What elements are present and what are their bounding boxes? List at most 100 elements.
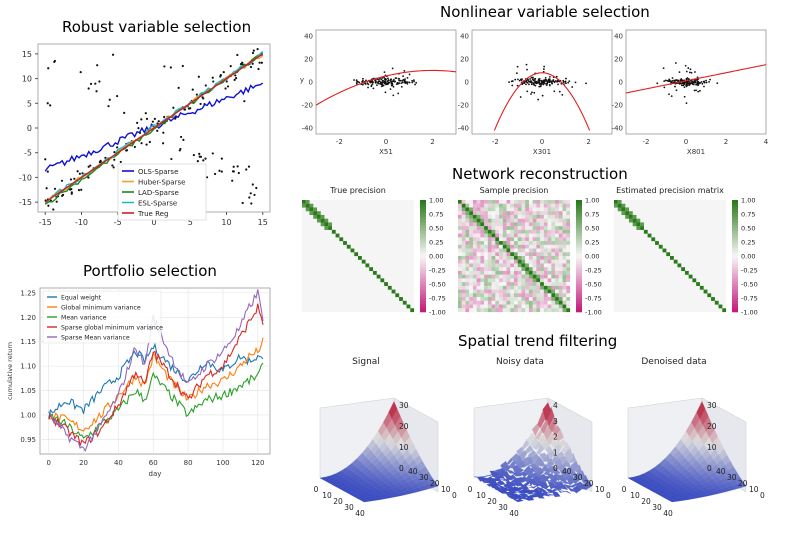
nonlinear-data-point xyxy=(544,80,546,83)
network-heatmap-cell xyxy=(458,285,462,290)
nonlinear-data-point xyxy=(708,80,710,83)
network-heatmap-cell xyxy=(566,211,571,216)
network-colorbar-segment xyxy=(732,264,738,268)
network-heatmap-cell xyxy=(514,252,518,257)
network-heatmap-cell xyxy=(532,278,537,283)
network-heatmap-cell xyxy=(502,304,507,309)
network-heatmap-cell xyxy=(499,256,503,260)
network-colorbar-segment xyxy=(732,272,738,276)
network-heatmap-cell xyxy=(547,203,552,208)
nonlinear-data-point xyxy=(662,67,665,70)
network-colorbar-segment xyxy=(420,261,426,265)
network-heatmap-cell xyxy=(540,289,544,294)
network-heatmap-cell xyxy=(480,229,485,234)
network-heatmap-cell xyxy=(510,203,515,208)
network-heatmap-cell xyxy=(625,214,630,219)
network-heatmap-cell xyxy=(487,293,492,298)
network-heatmap-cell xyxy=(461,233,466,238)
network-heatmap-cell xyxy=(502,244,507,249)
robust-data-point xyxy=(198,155,201,158)
network-colorbar-segment xyxy=(732,219,738,223)
network-heatmap-cell xyxy=(465,289,470,294)
network-heatmap-cell xyxy=(469,229,474,234)
network-heatmap-cell xyxy=(484,218,488,223)
nonlinear-data-point xyxy=(562,79,565,82)
network-heatmap-cell xyxy=(506,278,511,283)
network-heatmap-cell xyxy=(461,308,466,313)
nonlinear-data-point xyxy=(562,81,565,84)
network-heatmap-cell xyxy=(566,203,571,208)
nonlinear-data-point xyxy=(568,80,571,83)
network-heatmap-cell xyxy=(472,259,477,264)
network-heatmap-cell xyxy=(461,300,466,305)
robust-data-point xyxy=(95,90,98,93)
network-colorbar-segment xyxy=(576,303,582,307)
network-colorbar-tick-label: -1.00 xyxy=(585,309,602,317)
network-heatmap-cell xyxy=(555,218,559,223)
network-heatmap-cell xyxy=(528,293,533,298)
nonlinear-xlabel: X301 xyxy=(533,148,551,156)
spatial-ytick-label: 40 xyxy=(562,467,572,476)
network-heatmap-cell xyxy=(532,267,537,272)
robust-data-point xyxy=(144,112,147,115)
network-heatmap-cell xyxy=(517,297,522,301)
network-heatmap-cell xyxy=(491,300,496,305)
network-colorbar-tick-label: 0.50 xyxy=(585,225,599,233)
network-heatmap-cell xyxy=(566,244,571,249)
network-heatmap-cell xyxy=(465,285,470,290)
network-heatmap-cell xyxy=(566,267,571,272)
network-colorbar-segment xyxy=(576,295,582,299)
network-heatmap-cell xyxy=(458,241,462,245)
network-heatmap-cell xyxy=(491,285,496,290)
network-heatmap-cell xyxy=(566,297,571,301)
network-heatmap-cell xyxy=(551,270,556,275)
robust-data-point xyxy=(87,87,90,90)
network-heatmap-cell xyxy=(540,248,544,253)
network-heatmap-cell xyxy=(543,218,548,223)
network-heatmap-cell xyxy=(305,200,310,204)
network-heatmap-cell xyxy=(465,252,470,257)
network-heatmap-cell xyxy=(469,248,474,253)
network-heatmap-cell xyxy=(458,203,462,208)
network-heatmap-cell xyxy=(320,218,325,223)
spatial-ztick-label: 10 xyxy=(707,443,717,452)
robust-data-point xyxy=(137,127,140,130)
network-heatmap-cell xyxy=(487,304,492,309)
nonlinear-data-point xyxy=(689,68,692,71)
robust-data-point xyxy=(213,172,217,176)
robust-data-point xyxy=(179,135,183,139)
nonlinear-data-point xyxy=(542,68,545,70)
network-heatmap-cell xyxy=(514,297,518,301)
network-heatmap-cell xyxy=(566,259,571,264)
portfolio-xtick-label: 0 xyxy=(46,459,50,467)
network-heatmap-cell xyxy=(558,248,563,253)
network-colorbar-segment xyxy=(420,286,426,290)
network-heatmap-cell xyxy=(510,308,515,313)
network-heatmap-cell xyxy=(499,289,503,294)
network-heatmap-cell xyxy=(551,278,556,283)
spatial-xtick-label: 10 xyxy=(476,491,486,500)
spatial-title: Spatial trend filtering xyxy=(458,332,618,350)
network-heatmap-cell xyxy=(551,252,556,257)
nonlinear-fit-curve xyxy=(493,72,591,131)
network-heatmap-cell xyxy=(465,200,470,204)
network-heatmap-cell xyxy=(458,282,462,286)
network-heatmap-cell xyxy=(536,248,541,253)
network-colorbar-tick-label: 0.00 xyxy=(585,253,599,261)
network-heatmap-cell xyxy=(532,222,537,227)
network-heatmap-cell xyxy=(502,218,507,223)
network-heatmap-cell xyxy=(480,308,485,313)
network-heatmap-cell xyxy=(547,278,552,283)
network-heatmap-cell xyxy=(305,203,310,208)
spatial-xtick-label: 10 xyxy=(630,491,640,500)
network-heatmap-cell xyxy=(458,267,462,272)
nonlinear-data-point xyxy=(533,82,536,84)
network-heatmap-cell xyxy=(551,289,556,294)
network-heatmap-cell xyxy=(532,241,537,245)
robust-data-point xyxy=(98,80,101,83)
network-heatmap-cell xyxy=(558,218,563,223)
network-heatmap-cell xyxy=(543,304,548,309)
network-heatmap-cell xyxy=(499,218,503,223)
network-heatmap-cell xyxy=(465,270,470,275)
nonlinear-data-point xyxy=(670,95,673,97)
